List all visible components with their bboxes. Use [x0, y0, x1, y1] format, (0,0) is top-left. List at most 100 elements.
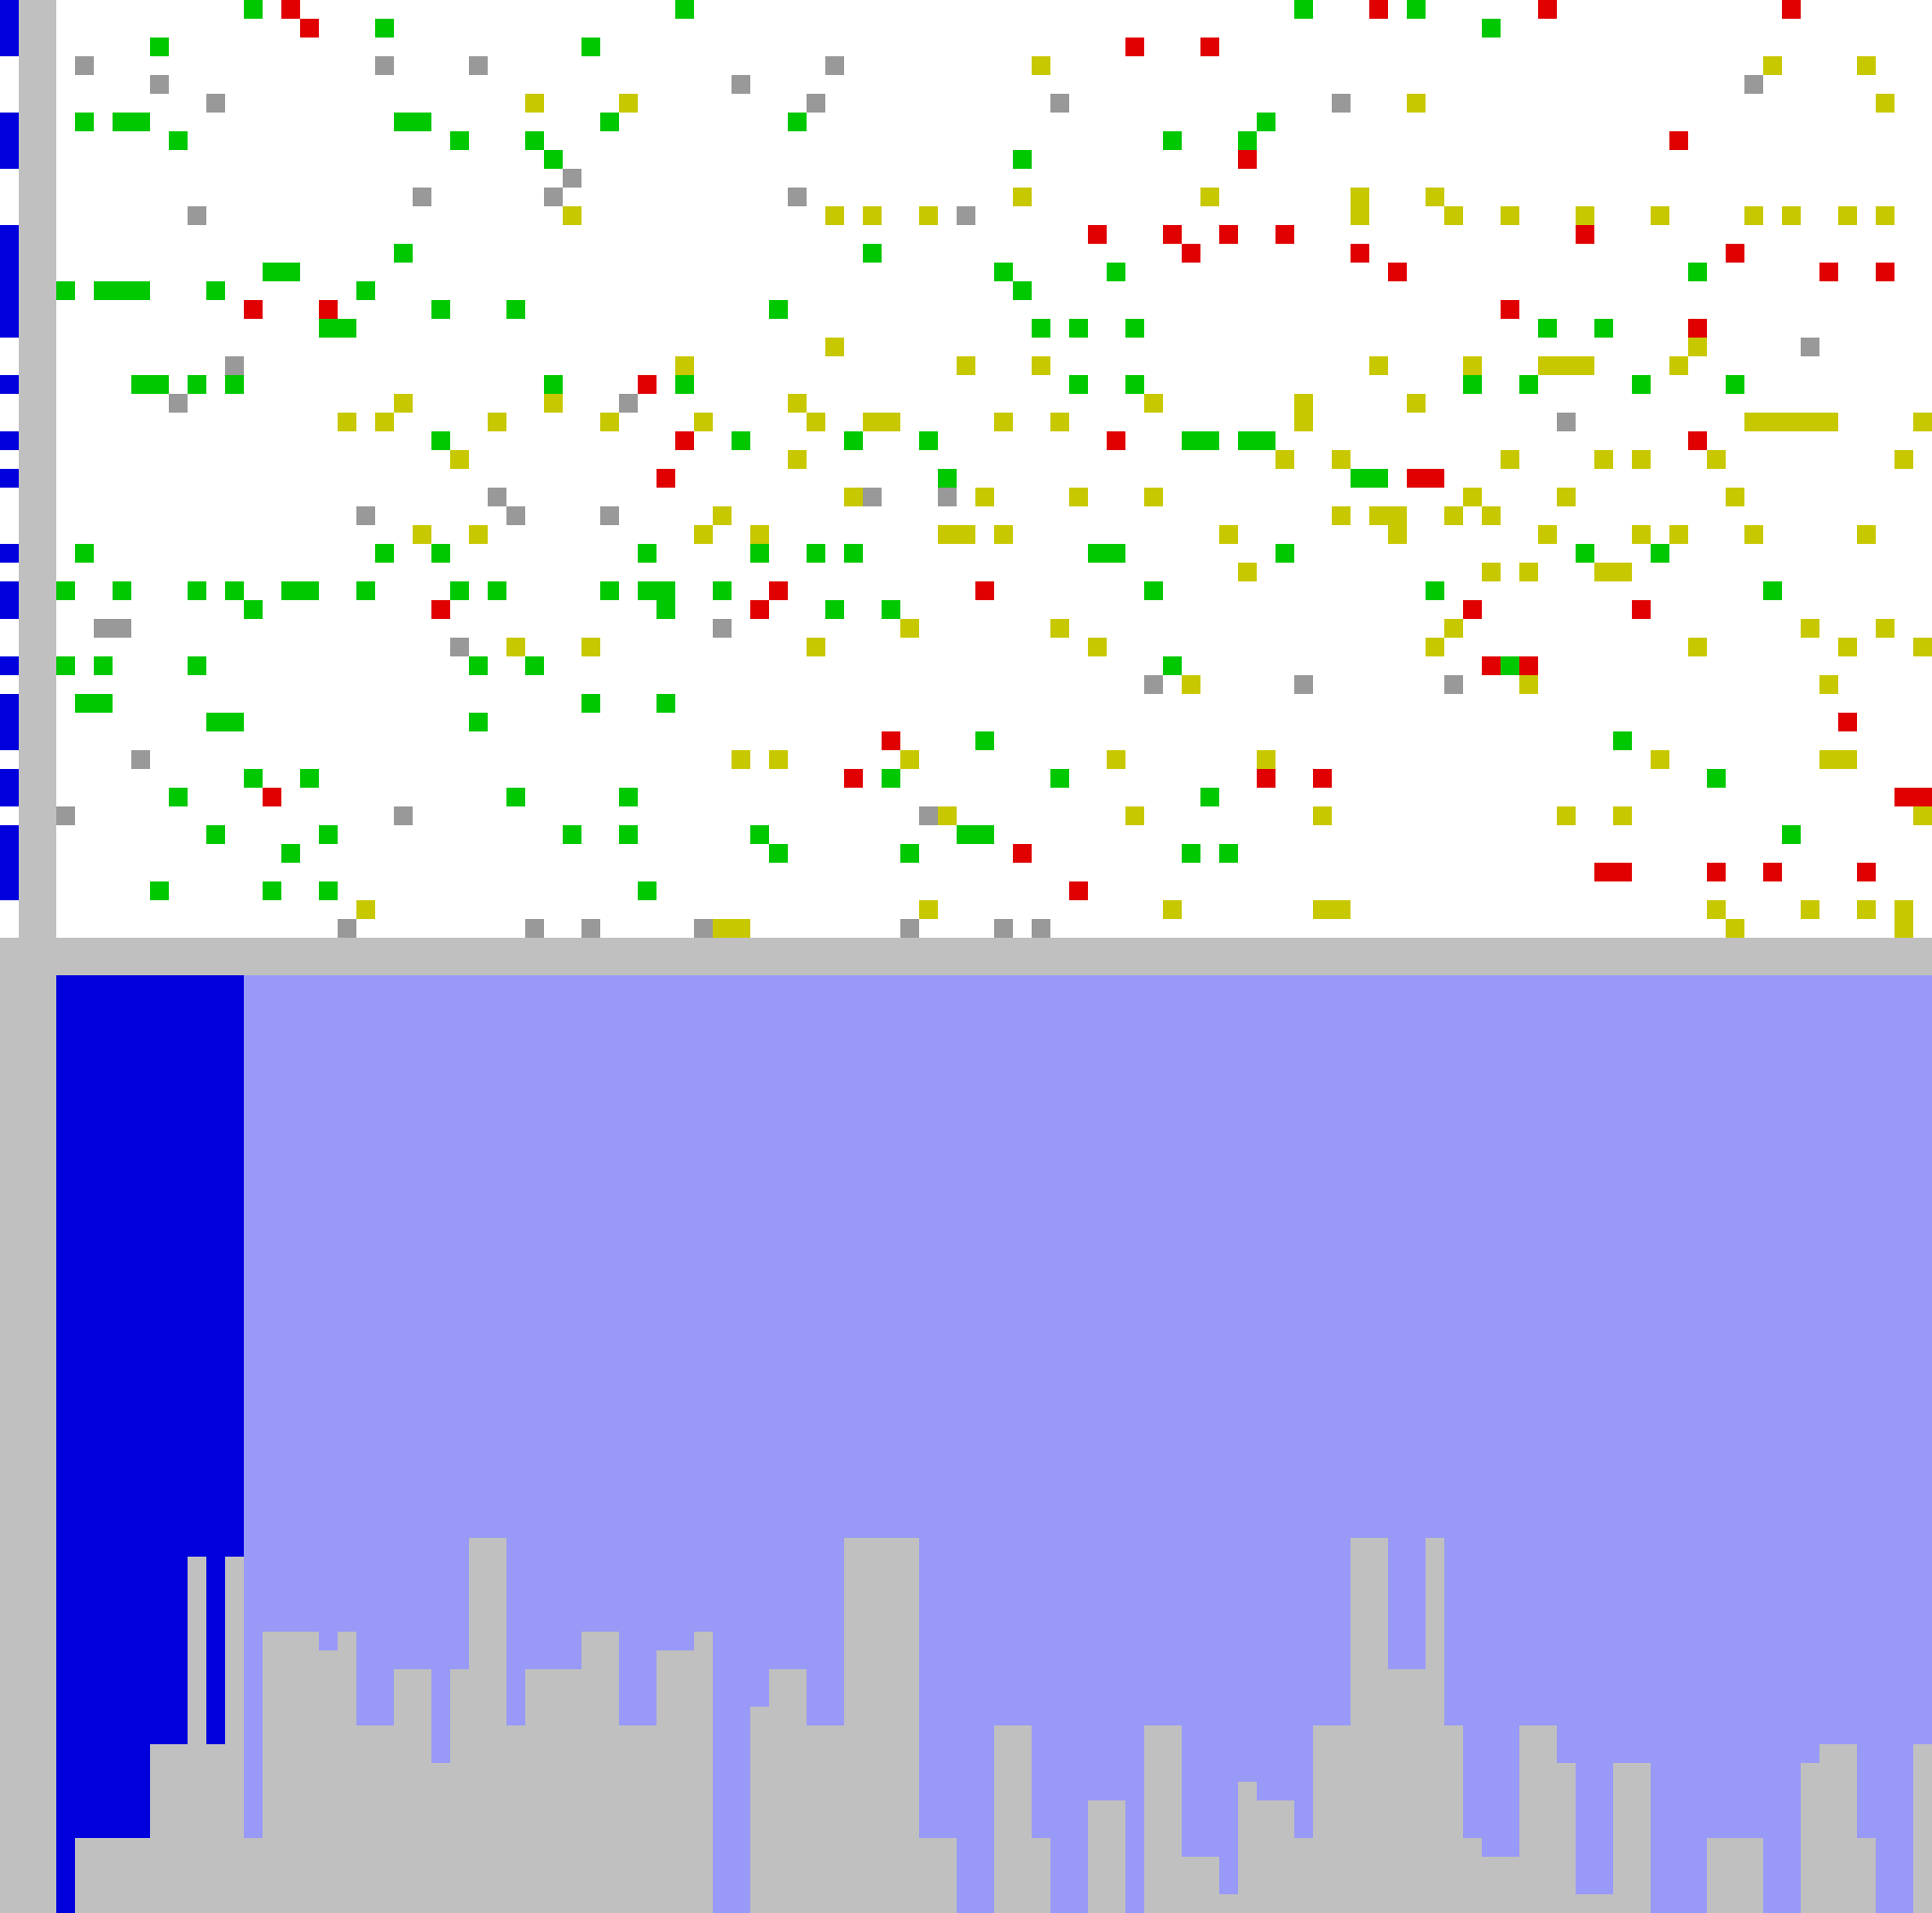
grid-cell-green	[375, 19, 394, 38]
histogram-bar	[638, 975, 657, 1725]
grid-cell-yellow	[450, 450, 469, 469]
histogram-column	[957, 975, 975, 1913]
grid-cell-green	[1275, 544, 1294, 563]
grid-cell-green	[94, 281, 150, 300]
histogram-bar	[56, 975, 75, 1913]
grid-cell-gray	[694, 919, 713, 938]
grid-cell-yellow	[1313, 900, 1351, 919]
grid-cell-yellow	[732, 750, 750, 769]
grid-cell-yellow	[1144, 488, 1163, 506]
histogram-bar	[488, 975, 506, 1538]
histogram-bar	[375, 975, 394, 1725]
histogram-column	[1313, 975, 1332, 1913]
grid-cell-yellow	[1032, 56, 1050, 75]
grid-cell-yellow	[1125, 806, 1144, 825]
histogram-bar	[938, 975, 957, 1838]
grid-cell-yellow	[1444, 206, 1463, 225]
grid-cell-red	[1782, 0, 1801, 19]
histogram-bar	[563, 975, 581, 1669]
grid-cell-red	[1726, 244, 1744, 263]
grid-cell-yellow	[469, 525, 488, 544]
grid-cell-green	[619, 825, 638, 844]
grid-cell-gray	[375, 56, 394, 75]
row-marker	[0, 0, 19, 56]
grid-cell-green	[206, 825, 225, 844]
grid-cell-yellow	[1913, 413, 1932, 431]
grid-cell-green	[732, 431, 750, 450]
histogram-column	[1613, 975, 1632, 1913]
histogram-column	[1819, 975, 1838, 1913]
cell-grid[interactable]	[56, 0, 1932, 938]
histogram-column	[807, 975, 825, 1913]
grid-cell-green	[600, 581, 619, 600]
histogram-bar	[732, 975, 750, 1913]
grid-cell-gray	[732, 75, 750, 94]
grid-cell-red	[1669, 131, 1688, 150]
grid-cell-green	[882, 600, 900, 619]
histogram-column	[1088, 975, 1107, 1913]
histogram-bar	[619, 975, 638, 1725]
histogram-bar	[506, 975, 525, 1725]
grid-cell-gray	[544, 188, 563, 206]
grid-cell-green	[1632, 375, 1651, 394]
grid-cell-green	[75, 113, 94, 131]
grid-cell-green	[807, 544, 825, 563]
histogram-column	[113, 975, 131, 1913]
grid-cell-green	[938, 469, 957, 488]
histogram-column	[1200, 975, 1219, 1913]
grid-cell-green	[1763, 581, 1782, 600]
grid-cell-green	[581, 38, 600, 56]
grid-cell-yellow	[675, 356, 694, 375]
grid-cell-green	[563, 825, 581, 844]
grid-cell-yellow	[600, 413, 619, 431]
histogram-bar	[1219, 975, 1238, 1894]
histogram-bar	[1726, 975, 1744, 1838]
grid-cell-gray	[150, 75, 169, 94]
grid-cell-yellow	[694, 525, 713, 544]
grid-cell-yellow	[1557, 806, 1576, 825]
histogram-column	[469, 975, 488, 1913]
grid-cell-yellow	[1351, 188, 1369, 206]
grid-cell-green	[488, 581, 506, 600]
histogram-column	[769, 975, 788, 1913]
grid-cell-gray	[994, 919, 1013, 938]
grid-cell-gray	[1744, 75, 1763, 94]
grid-cell-green	[1088, 544, 1125, 563]
grid-cell-gray	[56, 806, 75, 825]
grid-cell-green	[319, 881, 338, 900]
histogram-bar	[1238, 975, 1257, 1782]
grid-cell-green	[657, 694, 675, 713]
grid-cell-green	[525, 656, 544, 675]
grid-cell-gray	[957, 206, 975, 225]
grid-cell-green	[1144, 581, 1163, 600]
grid-cell-green	[244, 600, 263, 619]
grid-cell-yellow	[1726, 919, 1744, 938]
grid-cell-gray	[1444, 675, 1463, 694]
grid-cell-red	[1013, 844, 1032, 863]
grid-cell-red	[1688, 431, 1707, 450]
grid-cell-yellow	[694, 413, 713, 431]
histogram-bar	[975, 975, 994, 1913]
grid-cell-red	[281, 0, 300, 19]
histogram-bar	[1144, 975, 1163, 1725]
grid-cell-green	[394, 244, 413, 263]
grid-cell-red	[1688, 319, 1707, 338]
grid-cell-yellow	[1688, 638, 1707, 656]
grid-cell-green	[1294, 0, 1313, 19]
grid-cell-yellow	[1351, 206, 1369, 225]
grid-cell-gray	[488, 488, 506, 506]
grid-cell-yellow	[919, 206, 938, 225]
histogram-bar	[188, 975, 206, 1557]
grid-cell-green	[1519, 375, 1538, 394]
grid-cell-yellow	[1669, 525, 1688, 544]
grid-cell-red	[1876, 263, 1894, 281]
histogram-bar	[1032, 975, 1050, 1838]
grid-cell-green	[900, 844, 919, 863]
grid-cell-yellow	[581, 638, 600, 656]
histogram-column	[1838, 975, 1857, 1913]
grid-cell-green	[600, 113, 619, 131]
grid-cell-yellow	[544, 394, 563, 413]
grid-cell-yellow	[1107, 750, 1125, 769]
grid-cell-red	[1538, 0, 1557, 19]
grid-cell-green	[788, 113, 807, 131]
